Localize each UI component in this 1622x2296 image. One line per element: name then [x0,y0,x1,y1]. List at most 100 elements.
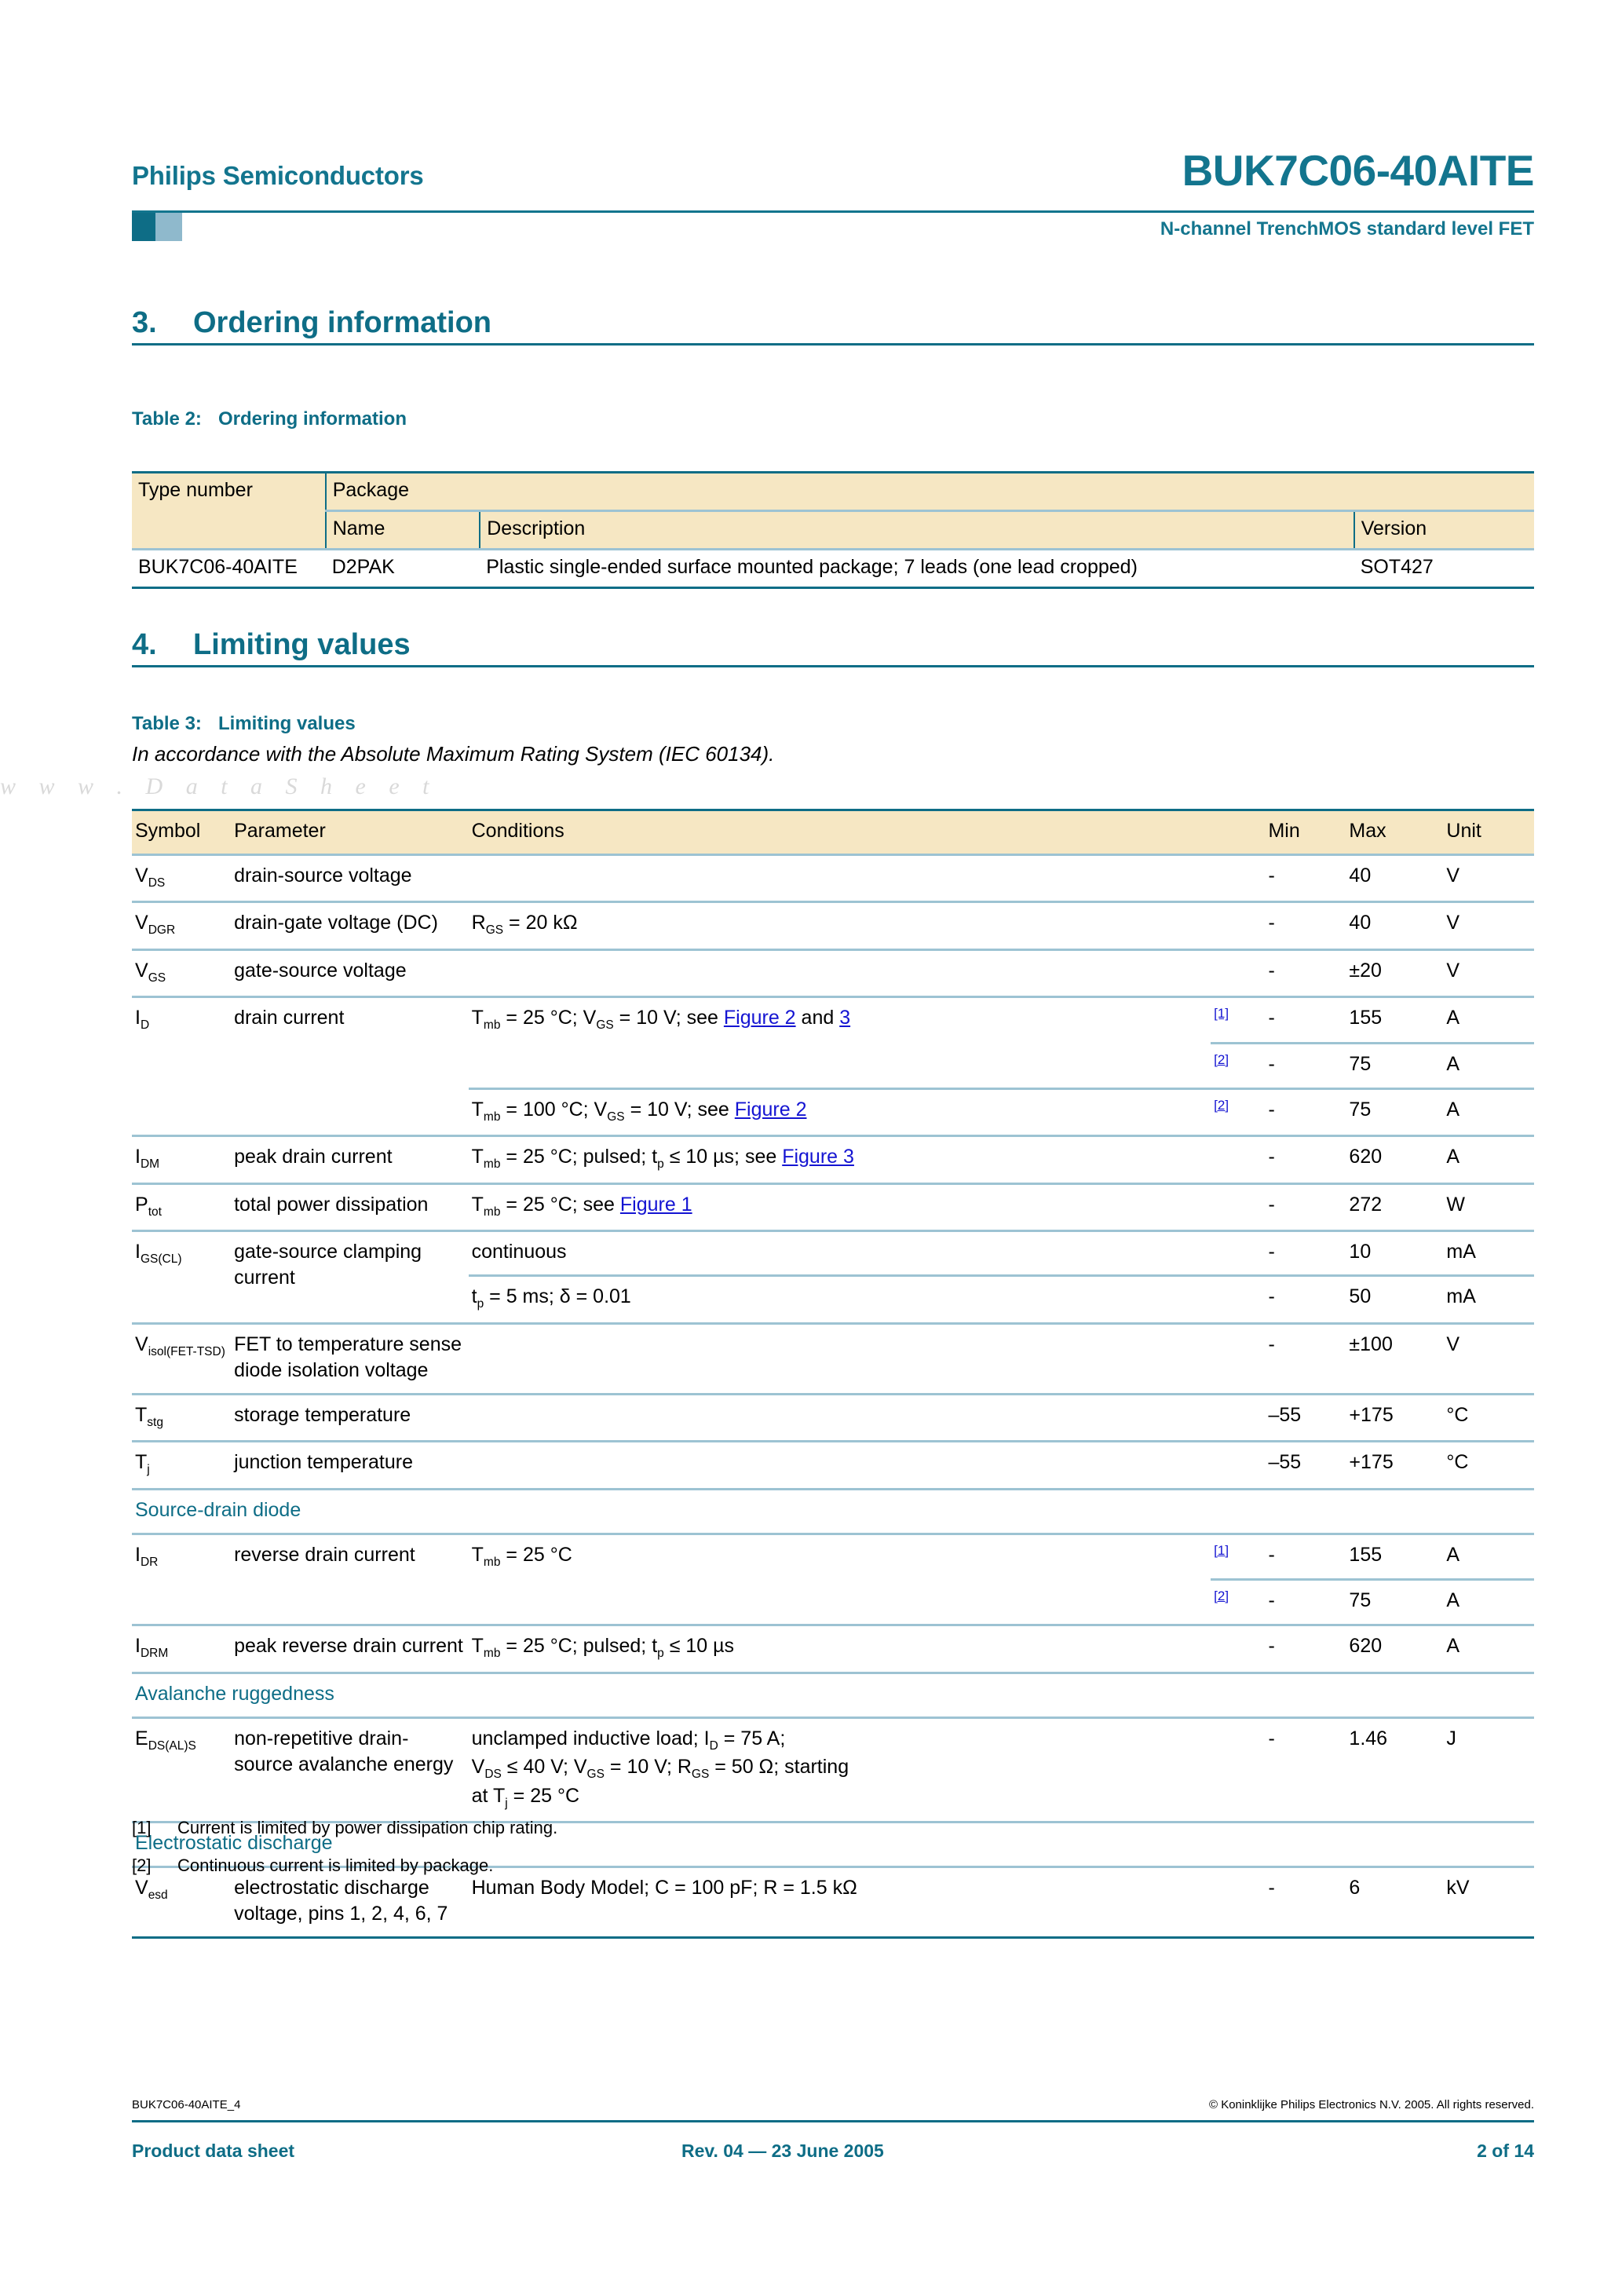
cell-max: 272 [1346,1182,1444,1231]
cell-footnote: [2] [1211,1088,1266,1136]
section-ordering-information: 3. Ordering information [132,306,1534,345]
footnote-ref-2[interactable]: [2] [1214,1589,1229,1604]
cell-unit: A [1443,1578,1534,1625]
cell-conditions: Tmb = 100 °C; VGS = 10 V; see Figure 2 [468,1088,1211,1136]
col-parameter-header: Parameter [231,809,469,855]
table-row: IGS(CL) gate-source clamping current con… [132,1230,1534,1324]
cell-symbol: Tstg [132,1392,232,1442]
table-row: EDS(AL)S non-repetitive drain-source ava… [132,1716,1534,1823]
cell-symbol: IDRM [132,1624,232,1673]
cell-footnote [1211,1182,1266,1231]
header-rule [132,210,1534,213]
cell-parameter: FET to temperature sense diode isolation… [231,1322,469,1395]
footnote-ref-2[interactable]: [2] [1214,1051,1229,1067]
cell-footnote [1211,1230,1266,1276]
table-row: Vesd electrostatic discharge voltage, pi… [132,1866,1534,1937]
cell-max: 155 [1346,1532,1444,1580]
cell-footnote [1211,1866,1266,1937]
table-row: Visol(FET-TSD) FET to temperature sense … [132,1322,1534,1395]
cell-min: - [1265,1135,1346,1184]
cell-parameter: drain-gate voltage (DC) [231,901,469,950]
cell-footnote [1211,1624,1266,1673]
cell-footnote [1211,1716,1266,1823]
footnote-text: Continuous current is limited by package… [177,1855,494,1875]
cell-conditions: unclamped inductive load; ID = 75 A; VDS … [468,1716,1211,1823]
footnote-item: [1] Current is limited by power dissipati… [132,1818,557,1838]
footnote-marker: [2] [132,1855,152,1875]
cell-unit: mA [1443,1230,1534,1276]
cell-footnote: [2] [1211,1578,1266,1625]
cell-symbol: Tj [132,1440,232,1490]
cell-unit: A [1443,1088,1534,1136]
cell-conditions [468,948,1211,997]
table-bottom-rule-row [132,586,1534,589]
table-row: BUK7C06-40AITE D2PAK Plastic single-ende… [132,548,1534,587]
cell-parameter: total power dissipation [231,1182,469,1231]
table-row: Tj junction temperature –55 +175 °C [132,1440,1534,1490]
section-rule [132,343,1534,345]
table-row: [2] - 75 A [132,1578,1534,1625]
table-row: [2] - 75 A [132,1041,1534,1089]
table-bottom-rule [132,1936,1534,1939]
cell-min: - [1265,1088,1346,1136]
col-unit-header: Unit [1443,809,1534,855]
part-number-title: BUK7C06-40AITE [1182,146,1535,195]
section-rule [132,665,1534,667]
table-row: IDM peak drain current Tmb = 25 °C; puls… [132,1135,1534,1184]
cell-unit: W [1443,1182,1534,1231]
cell-unit: A [1443,1041,1534,1089]
cell-symbol: EDS(AL)S [132,1716,232,1823]
cell-max: +175 [1346,1440,1444,1490]
col-type-number-header: Type number [132,471,326,550]
footer-doc-id: BUK7C06-40AITE_4 [132,2098,241,2111]
section-number: 3. [132,306,157,339]
cell-conditions: Tmb = 25 °C; pulsed; tp ≤ 10 µs; see Fig… [468,1135,1211,1184]
cell-footnote [1211,1322,1266,1395]
cell-conditions [468,1440,1211,1490]
cell-symbol: Ptot [132,1182,232,1231]
cell-unit: V [1443,948,1534,997]
cell-unit: J [1443,1716,1534,1823]
cell-conditions: Tmb = 25 °C; see Figure 1 [468,1182,1211,1231]
table-row: Ptot total power dissipation Tmb = 25 °C… [132,1182,1534,1231]
table-row: VGS gate-source voltage - ±20 V [132,948,1534,997]
cell-unit: °C [1443,1392,1534,1442]
cell-max: 155 [1346,996,1444,1044]
cell-max: 10 [1346,1230,1444,1276]
table-row: IDRM peak reverse drain current Tmb = 25… [132,1624,1534,1673]
table-row: Tmb = 100 °C; VGS = 10 V; see Figure 2 [… [132,1088,1534,1136]
cell-conditions: tp = 5 ms; δ = 0.01 [468,1274,1211,1324]
cell-max: 40 [1346,901,1444,950]
table2-title: Ordering information [218,408,407,430]
footnote-ref-1[interactable]: [1] [1214,1542,1229,1558]
col-description-header: Description [479,510,1354,550]
cell-parameter: storage temperature [231,1392,469,1442]
footnote-ref-2[interactable]: [2] [1214,1098,1229,1113]
cell-type-number: BUK7C06-40AITE [132,548,326,587]
col-name-header: Name [324,510,480,550]
table-row: IDR reverse drain current Tmb = 25 °C [1… [132,1532,1534,1625]
cell-min: - [1265,1041,1346,1089]
table-row: VDS drain-source voltage - 40 V [132,853,1534,902]
cell-package-version: SOT427 [1353,548,1534,587]
footnote-ref-1[interactable]: [1] [1214,1006,1229,1022]
cell-parameter: gate-source clamping current [231,1230,469,1324]
cell-parameter: non-repetitive drain-source avalanche en… [231,1716,469,1823]
cell-parameter: peak drain current [231,1135,469,1184]
table-ordering-information: Type number Package Name Description Ver… [132,471,1534,589]
cell-package-description: Plastic single-ended surface mounted pac… [480,548,1354,587]
cell-min: - [1265,1182,1346,1231]
cell-unit: A [1443,1135,1534,1184]
cell-max: 1.46 [1346,1716,1444,1823]
cell-conditions [468,1322,1211,1395]
cell-footnote [1211,901,1266,950]
cell-footnote [1211,1135,1266,1184]
cell-parameter: drain current [231,996,469,1136]
cell-max: 620 [1346,1135,1444,1184]
cell-unit: V [1443,1322,1534,1395]
table-group-heading-row: Avalanche ruggedness [132,1671,1534,1718]
footer-page-number: 2 of 14 [1477,2141,1534,2161]
cell-footnote [1211,1440,1266,1490]
watermark: w w w . D a t a S h e e t [0,773,438,799]
